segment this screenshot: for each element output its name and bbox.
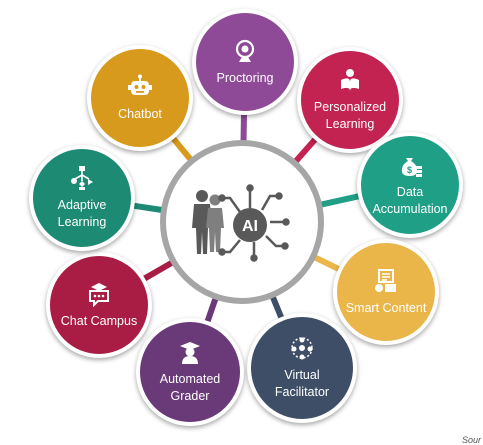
graduate-icon xyxy=(177,339,203,365)
connector xyxy=(292,136,319,165)
center-label: AI xyxy=(242,218,258,235)
topic-node: Personalized Learning xyxy=(297,47,403,153)
svg-text:$: $ xyxy=(407,165,412,175)
topic-node: Chat Campus xyxy=(46,252,152,358)
connector xyxy=(131,202,164,214)
node-label: Data Accumulation xyxy=(372,185,448,216)
topic-node: Proctoring xyxy=(192,9,298,115)
topic-node: Chatbot xyxy=(87,45,193,151)
node-label: Personalized Learning xyxy=(313,100,387,131)
node-label: Proctoring xyxy=(216,70,274,85)
node-label: Adaptive Learning xyxy=(57,198,107,229)
robot-icon xyxy=(127,74,153,100)
flowchart-icon xyxy=(69,165,95,191)
ai-chip-icon xyxy=(218,184,290,262)
connector xyxy=(319,193,361,208)
node-label: Chat Campus xyxy=(60,313,138,328)
webcam-icon xyxy=(232,38,258,64)
team-icon xyxy=(289,335,315,361)
connector xyxy=(312,254,342,273)
content-icon xyxy=(373,268,399,294)
topic-node: Adaptive Learning xyxy=(29,145,135,251)
connector xyxy=(141,259,175,282)
money-bag-icon: $ xyxy=(397,152,423,178)
topic-node: Smart Content xyxy=(333,239,439,345)
topic-node: Virtual Facilitator xyxy=(247,313,357,423)
topic-node: Automated Grader xyxy=(136,318,244,426)
connector xyxy=(204,296,219,324)
connector xyxy=(269,294,285,321)
node-label: Smart Content xyxy=(345,300,427,315)
node-label: Virtual Facilitator xyxy=(274,368,330,399)
chat-cap-icon xyxy=(86,281,112,307)
connector xyxy=(170,135,194,163)
people-icon xyxy=(192,190,224,254)
node-label: Chatbot xyxy=(118,106,162,121)
source-note: Sour xyxy=(461,435,481,445)
reader-icon xyxy=(337,67,363,93)
topic-node: $ Data Accumulation xyxy=(357,132,463,238)
connector xyxy=(240,112,248,143)
ai-chip-core xyxy=(233,208,267,242)
node-label: Automated Grader xyxy=(159,372,221,403)
